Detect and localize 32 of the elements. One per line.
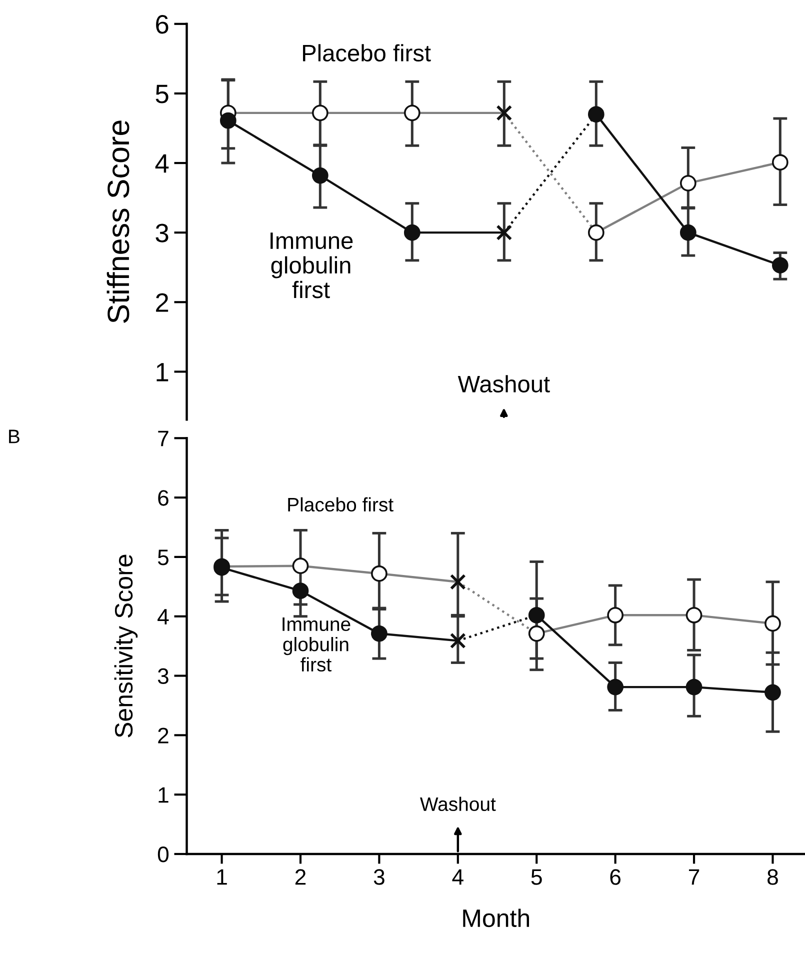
y-axis-title: Stiffness Score <box>106 120 130 323</box>
y-tick-label: 4 <box>155 154 169 173</box>
y-tick-label: 4 <box>158 609 169 624</box>
y-tick-label: 2 <box>158 728 168 744</box>
y-tick-label: 7 <box>158 430 168 446</box>
x-tick-label: 4 <box>452 869 464 885</box>
x-tick-label: 8 <box>768 869 778 885</box>
x-tick-label: 3 <box>374 869 384 885</box>
annotation: Placebo first <box>303 44 431 62</box>
text: B <box>9 430 20 444</box>
x-tick-label: 6 <box>610 869 621 885</box>
y-tick-label: 3 <box>156 224 168 242</box>
annotation: Immune globulin first <box>270 232 353 298</box>
annotation: Immune globulin first <box>282 617 350 672</box>
x-tick-label: 7 <box>688 869 700 885</box>
y-tick-label: 1 <box>158 787 168 803</box>
y-tick-label: 5 <box>156 84 168 104</box>
x-tick-label: 5 <box>531 869 542 885</box>
y-tick-label: 0 <box>158 846 169 862</box>
y-tick-label: 1 <box>156 363 168 382</box>
annotation: Placebo first <box>288 497 394 512</box>
y-tick-label: 2 <box>156 293 168 312</box>
y-tick-label: 6 <box>156 15 168 34</box>
y-tick-label: 5 <box>158 550 168 566</box>
annotation: Washout <box>420 796 496 812</box>
y-tick-label: 6 <box>158 490 168 506</box>
annotation: Washout <box>458 375 550 392</box>
x-tick-label: 2 <box>295 869 306 885</box>
y-tick-label: 3 <box>158 668 168 684</box>
x-tick-label: 1 <box>217 869 227 885</box>
y-axis-title: Sensitivity Score <box>114 554 138 738</box>
x-axis-title: Month <box>463 908 529 928</box>
